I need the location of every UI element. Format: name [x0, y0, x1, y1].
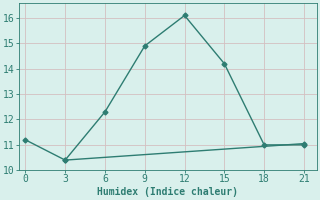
X-axis label: Humidex (Indice chaleur): Humidex (Indice chaleur) [98, 187, 238, 197]
